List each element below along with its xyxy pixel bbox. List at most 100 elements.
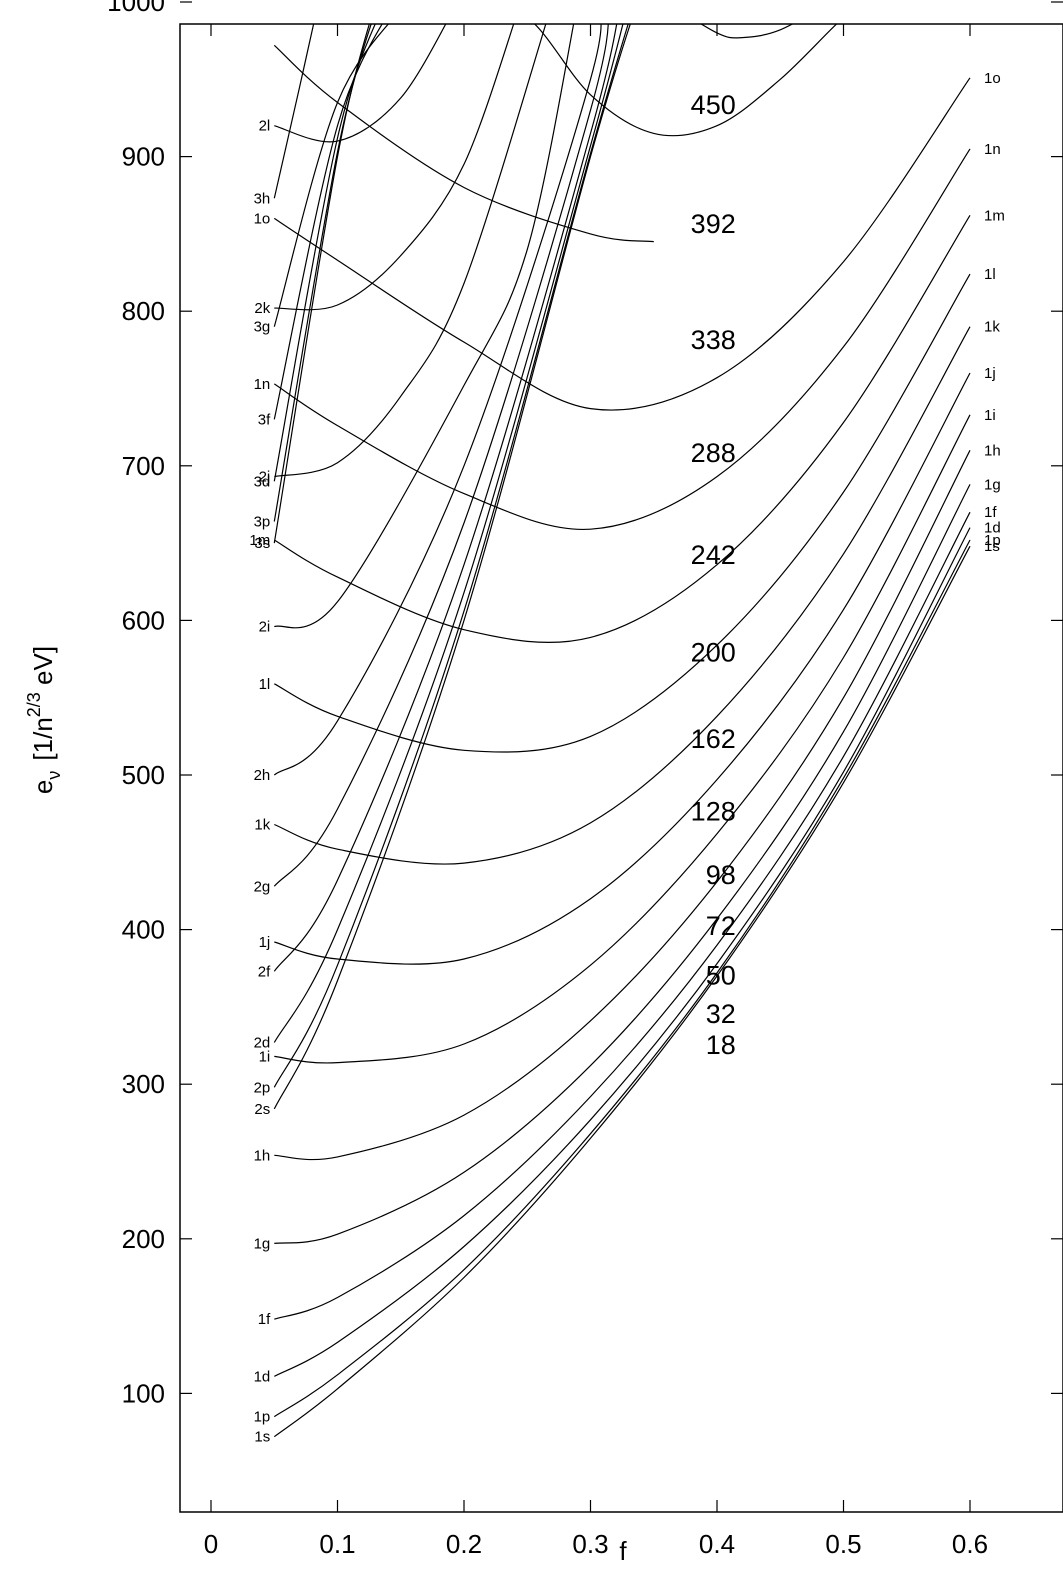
magic-number-label: 338 (691, 325, 736, 355)
curve-3f (273, 24, 383, 420)
magic-number-label: 200 (691, 637, 736, 667)
curve-label-left: 1o (254, 210, 271, 227)
curve-label-left: 2j (259, 469, 271, 486)
curve-2i (274, 24, 575, 629)
curve-2g (273, 24, 609, 887)
curve-label-left: 2s (254, 1101, 270, 1118)
curve-3d (273, 24, 376, 482)
curve-label-left: 3d (254, 473, 271, 490)
magic-number-label: 98 (706, 860, 736, 890)
curve-3g (273, 24, 390, 327)
curve-1f (274, 511, 971, 1320)
magic-number-label: 450 (691, 90, 736, 120)
curve-label-right: 1f (984, 504, 997, 521)
magic-number-label: 242 (691, 540, 736, 570)
curve-2s (273, 24, 631, 1110)
curve-label-left: 2h (254, 767, 271, 784)
curve-label-left: 1i (259, 1048, 271, 1065)
curve-1d (274, 527, 971, 1377)
curve-label-left: 1g (254, 1235, 271, 1252)
curve-label-left: 1s (254, 1429, 270, 1446)
y-tick-label: 1000 (107, 0, 165, 17)
curve-label-left: 3f (258, 411, 271, 428)
curve-unlabeled (273, 44, 654, 243)
curve-label-right: 1o (984, 70, 1001, 87)
curve-label-left: 2k (254, 300, 270, 317)
curve-1j (274, 372, 971, 965)
curve-label-right: 1n (984, 141, 1001, 158)
curve-label-right: 1h (984, 442, 1001, 459)
curve-2h (273, 24, 602, 776)
curve-label-left: 1m (249, 532, 270, 549)
curve-3s (273, 24, 370, 544)
curve-2l (274, 24, 447, 143)
curve-label-left: 2f (258, 963, 271, 980)
magic-number-label: 32 (706, 999, 736, 1029)
x-tick-label: 0.5 (825, 1529, 861, 1559)
curves (273, 24, 971, 1438)
x-tick-label: 0.3 (572, 1529, 608, 1559)
curve-label-right: 1g (984, 476, 1001, 493)
curve-label-left: 3g (254, 319, 271, 336)
magic-number-label: 50 (706, 960, 736, 990)
y-tick-label: 400 (122, 915, 165, 945)
curve-1p (273, 539, 971, 1418)
curve-label-right: 1d (984, 520, 1001, 537)
y-axis-title-sub: ν (44, 771, 64, 780)
curve-label-left: 1h (254, 1147, 271, 1164)
curve-label-left: 3s (254, 535, 270, 552)
curve-1l (274, 273, 971, 753)
y-tick-label: 600 (122, 605, 165, 635)
magic-number-label: 162 (691, 724, 736, 754)
curve-unlabeled (699, 24, 794, 39)
y-tick-label: 300 (122, 1069, 165, 1099)
curve-label-right: 1j (984, 365, 996, 382)
x-tick-label: 0.4 (699, 1529, 735, 1559)
curve-label-left: 2i (259, 619, 271, 636)
curve-label-left: 2l (259, 118, 271, 135)
curve-1m (273, 214, 971, 644)
y-axis-title-suffix: eV] (28, 646, 58, 692)
y-tick-label: 900 (122, 142, 165, 172)
curve-label-right: 1k (984, 319, 1000, 336)
curve-label-left: 2p (254, 1079, 271, 1096)
y-axis-title-prefix: [1/n (28, 717, 58, 760)
curve-label-left: 3p (254, 513, 271, 530)
y-tick-label: 800 (122, 296, 165, 326)
curve-label-left: 1l (259, 676, 271, 693)
curve-2k (274, 24, 515, 311)
curve-label-right: 1l (984, 266, 996, 283)
curve-2d (273, 24, 624, 1043)
curve-3p (273, 24, 372, 522)
y-axis-title-base: e (28, 780, 58, 794)
curve-label-left: 1k (254, 816, 270, 833)
curve-label-left: 1f (258, 1311, 271, 1328)
curve-label-right: 1p (984, 532, 1001, 549)
curve-1o (273, 77, 971, 411)
curve-1s (273, 545, 971, 1438)
curve-2j (274, 24, 547, 478)
curve-1h (274, 450, 971, 1161)
curve-label-left: 2g (254, 878, 271, 895)
curve-1i (274, 414, 971, 1064)
y-tick-label: 700 (122, 451, 165, 481)
magic-number-label: 392 (691, 209, 736, 239)
magic-number-label: 288 (691, 438, 736, 468)
x-tick-label: 0.1 (319, 1529, 355, 1559)
x-tick-label: 0.2 (446, 1529, 482, 1559)
y-axis-title: eν [1/n2/3 eV] (24, 646, 64, 794)
curve-unlabeled (533, 24, 838, 137)
curve-2p (273, 24, 629, 1088)
curve-2f (273, 24, 618, 972)
curve-1k (274, 326, 971, 865)
plot-frame (179, 23, 1063, 1513)
curve-label-left: 2d (254, 1034, 271, 1051)
magic-number-label: 18 (706, 1030, 736, 1060)
x-axis-title: f (619, 1536, 627, 1564)
curve-1n (273, 148, 971, 531)
axis-ticks (180, 1, 1063, 1512)
curve-label-left: 3h (254, 190, 271, 207)
